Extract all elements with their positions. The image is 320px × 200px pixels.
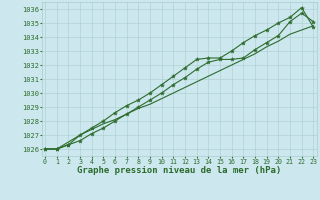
X-axis label: Graphe pression niveau de la mer (hPa): Graphe pression niveau de la mer (hPa) [77,166,281,175]
